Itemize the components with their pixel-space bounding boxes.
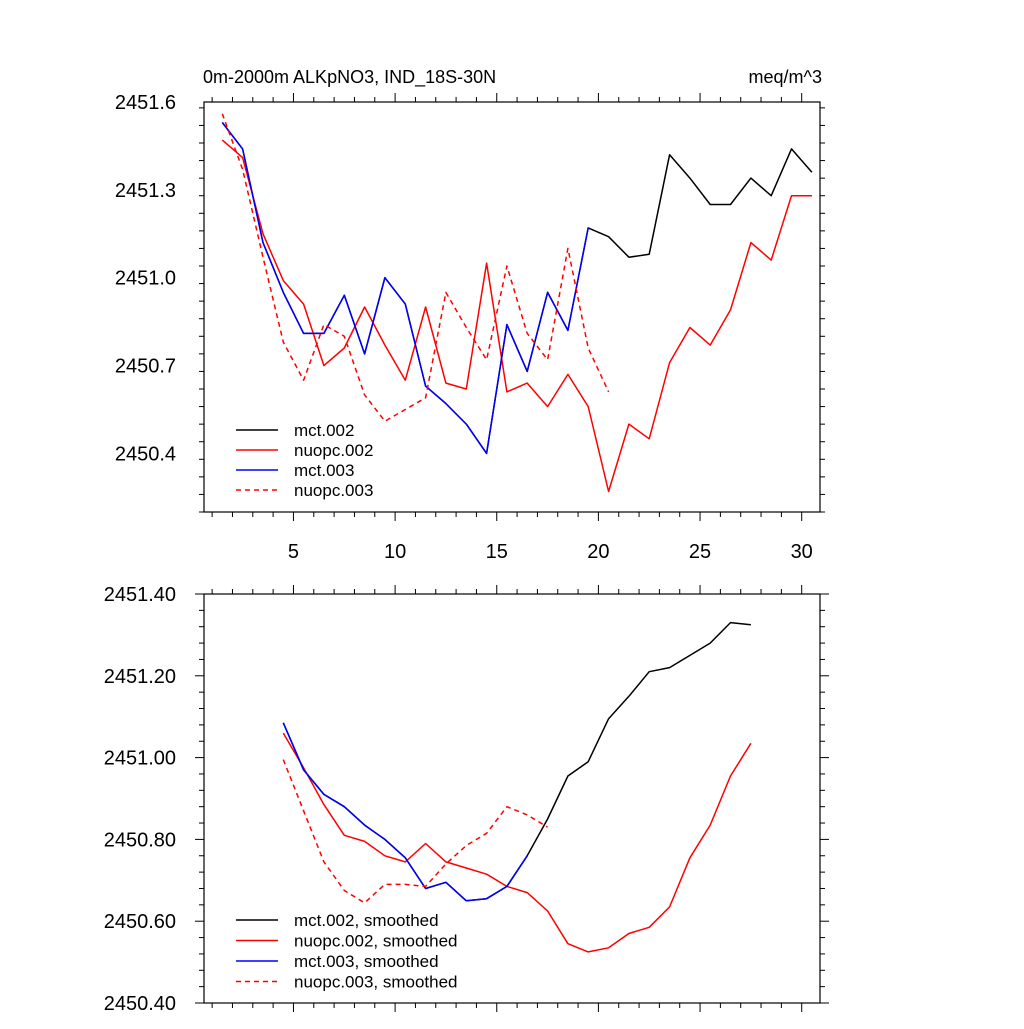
x-tick-label: 15 [486,541,508,563]
y-tick-label: 2451.0 [115,268,176,290]
legend-label: nuopc.003, smoothed [294,973,458,992]
y-tick-label: 2450.40 [104,993,176,1015]
series-line-mct-003-smoothed [282,722,528,902]
chart-title: 0m-2000m ALKpNO3, IND_18S-30N [203,67,496,88]
y-tick-label: 2451.6 [115,92,176,114]
legend-label: nuopc.002, smoothed [294,932,458,951]
top-panel: 5 10 15 20 25 30 2450.4 2450.7 2451.0 2451.3 2451.… [115,92,825,563]
y-tick-label: 2450.60 [104,911,176,933]
series-group [221,113,813,493]
series-line-nuopc-002-smoothed [282,732,752,953]
legend-label: nuopc.003 [294,481,373,500]
y-tick-label: 2451.20 [104,666,176,688]
x-tick-label: 10 [384,541,406,563]
y-tick-label: 2450.80 [104,829,176,851]
series-line-mct-002-smoothed [282,621,751,902]
x-tick-label: 30 [791,541,813,563]
legend-label: mct.003 [294,461,354,480]
y-tick-label: 2450.7 [115,356,176,378]
y-tick-label: 2451.40 [104,584,176,606]
series-line-mct-002 [221,122,813,455]
y-tick-label: 2451.00 [104,748,176,770]
series-line-mct-003 [221,122,589,455]
plot-frame [203,593,821,1004]
y-tick-label: 2451.3 [115,180,176,202]
chart-units: meq/m^3 [749,67,822,87]
legend-label: mct.002, smoothed [294,911,439,930]
series-line-nuopc-002 [221,139,812,493]
x-tick-label: 20 [587,541,609,563]
plot-frame [203,101,821,513]
series-line-nuopc-003 [221,113,610,422]
series-line-nuopc-003-smoothed [282,759,548,904]
legend-label: mct.002 [294,421,354,440]
legend-label: mct.003, smoothed [294,952,439,971]
series-group [282,621,752,953]
x-tick-label: 25 [689,541,711,563]
y-tick-label: 2450.4 [115,443,176,465]
bottom-panel: 2450.40 2450.60 2450.80 2451.00 2451.20 2451.… [104,584,829,1015]
x-tick-label: 5 [288,541,299,563]
legend-label: nuopc.002 [294,441,373,460]
